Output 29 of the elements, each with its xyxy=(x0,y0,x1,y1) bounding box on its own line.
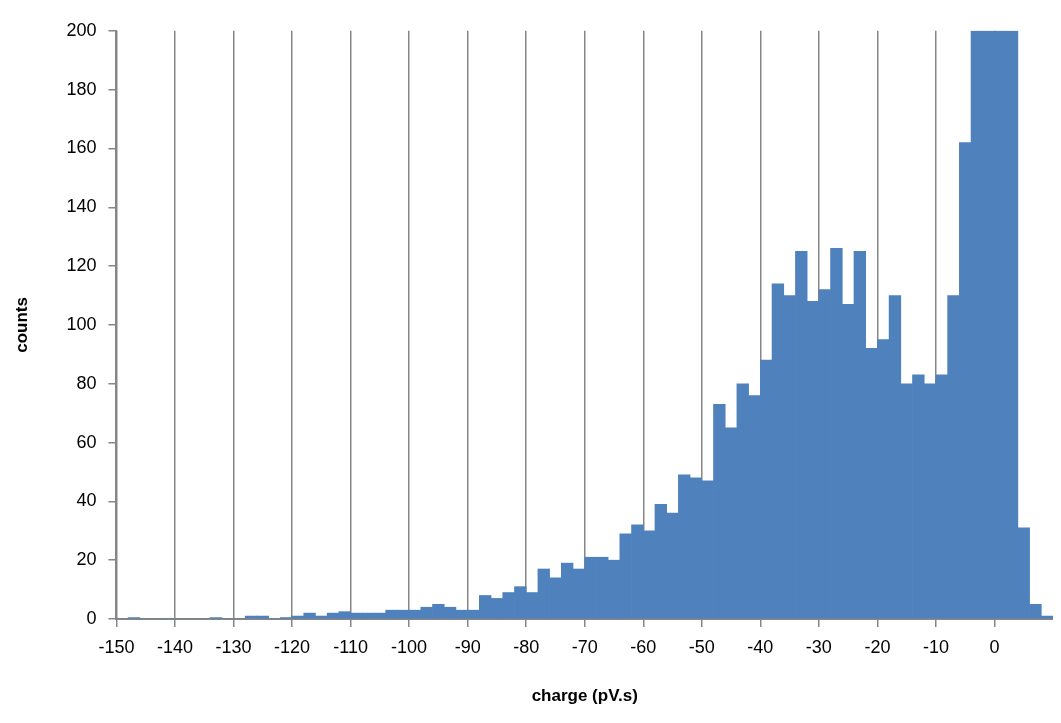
x-tick-label: -80 xyxy=(513,636,540,657)
y-tick-label: 0 xyxy=(86,607,97,628)
x-tick-label: -140 xyxy=(156,636,193,657)
x-tick-label: -150 xyxy=(98,636,135,657)
x-tick-label: -70 xyxy=(571,636,598,657)
y-tick-label: 200 xyxy=(66,19,97,40)
y-tick-label: 140 xyxy=(66,196,97,217)
y-tick-label: 120 xyxy=(66,255,97,276)
x-tick-label: -130 xyxy=(215,636,252,657)
x-axis-title: charge (pV.s) xyxy=(531,686,638,706)
y-tick-label: 80 xyxy=(76,372,97,393)
x-tick-label: 0 xyxy=(989,636,1000,657)
y-tick-label: 180 xyxy=(66,78,97,99)
y-tick-label: 100 xyxy=(66,313,97,334)
x-tick-label: -90 xyxy=(454,636,481,657)
x-tick-label: -100 xyxy=(391,636,428,657)
x-tick-label: -110 xyxy=(333,636,368,657)
x-tick-label: -20 xyxy=(864,636,891,657)
y-tick-label: 20 xyxy=(76,549,97,570)
x-tick-label: -120 xyxy=(274,636,311,657)
x-tick-label: -50 xyxy=(688,636,715,657)
x-tick-label: -30 xyxy=(805,636,832,657)
y-tick-label: 160 xyxy=(66,137,97,158)
y-tick-label: 40 xyxy=(76,490,97,511)
x-tick-label: -10 xyxy=(922,636,949,657)
y-tick-label: 60 xyxy=(76,431,97,452)
y-axis-title: counts xyxy=(11,297,31,353)
x-tick-label: -40 xyxy=(747,636,774,657)
x-tick-label: -60 xyxy=(630,636,657,657)
